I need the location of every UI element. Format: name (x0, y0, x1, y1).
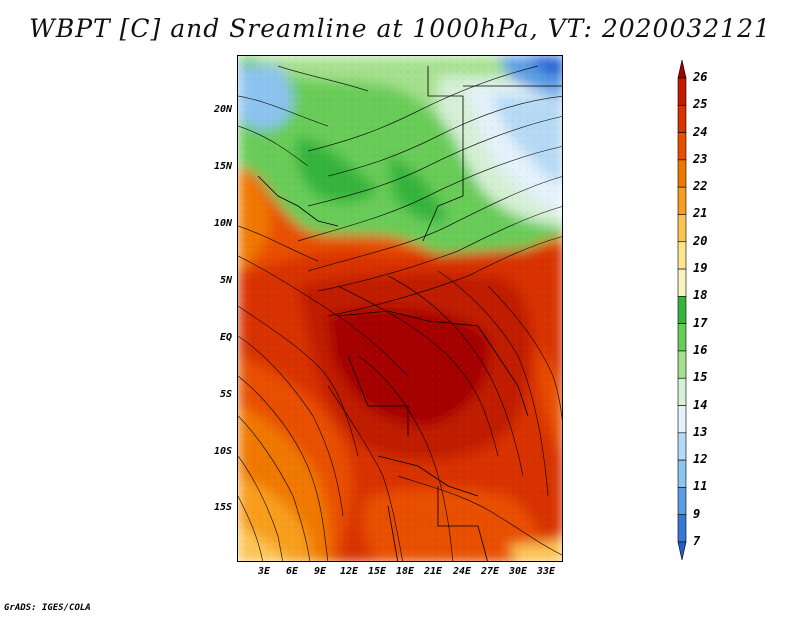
country-borders (257, 66, 562, 561)
lon-label-24e: 24E (452, 566, 472, 577)
colorbar-label: 15 (693, 370, 708, 385)
colorbar-segments (677, 60, 687, 560)
colorbar-label: 20 (693, 233, 708, 248)
colorbar-label: 24 (693, 124, 708, 139)
wbpt-field (238, 56, 562, 561)
lon-label-6e: 6E (285, 566, 299, 577)
colorbar-label: 18 (693, 288, 708, 303)
lon-label-12e: 12E (339, 566, 359, 577)
colorbar (677, 60, 687, 560)
map-plot-area (237, 55, 563, 562)
colorbar-segment (677, 77, 687, 106)
colorbar-arrow-bottom (677, 541, 687, 560)
colorbar-segment (677, 104, 687, 133)
colorbar-label: 26 (693, 70, 708, 84)
lon-label-3e: 3E (257, 566, 271, 577)
colorbar-segment (677, 296, 687, 324)
lon-label-30e: 30E (508, 566, 528, 577)
lat-label-15n: 15N (213, 161, 232, 172)
lat-label-20n: 20N (213, 104, 232, 115)
lat-label-15s: 15S (213, 502, 232, 513)
colorbar-label: 23 (693, 151, 708, 166)
colorbar-label: 14 (693, 397, 708, 412)
colorbar-segment (677, 432, 687, 461)
colorbar-arrow-top (677, 60, 687, 79)
colorbar-segment (677, 350, 687, 379)
grads-credit: GrADS: IGES/COLA (4, 603, 91, 613)
colorbar-segment (677, 132, 687, 161)
streamlines (238, 65, 562, 561)
colorbar-segment (677, 241, 687, 270)
colorbar-segment (677, 377, 687, 406)
map-title: WBPT [C] and Sreamline at 1000hPa, VT: 2… (29, 14, 771, 43)
colorbar-segment (677, 268, 687, 297)
colorbar-label: 9 (693, 506, 701, 521)
lat-label-10n: 10N (213, 218, 232, 229)
colorbar-segment (677, 214, 687, 243)
lon-label-15e: 15E (367, 566, 387, 577)
colorbar-segment (677, 459, 687, 488)
colorbar-label: 21 (693, 206, 708, 221)
colorbar-label: 7 (693, 534, 701, 548)
colorbar-label: 16 (693, 342, 708, 357)
colorbar-segment (677, 159, 687, 188)
lon-label-9e: 9E (313, 566, 327, 577)
lat-label-10s: 10S (213, 446, 232, 457)
colorbar-label: 13 (693, 424, 708, 439)
colorbar-label: 19 (693, 261, 708, 276)
lat-label-eq: EQ (219, 332, 232, 343)
colorbar-segment (677, 186, 687, 215)
lat-label-5s: 5S (219, 389, 232, 400)
colorbar-label: 12 (693, 452, 708, 467)
colorbar-segment (677, 323, 687, 352)
colorbar-label: 22 (693, 179, 708, 194)
lon-label-18e: 18E (395, 566, 415, 577)
lon-label-33e: 33E (536, 566, 556, 577)
lon-label-27e: 27E (480, 566, 500, 577)
colorbar-segment (677, 405, 687, 434)
colorbar-label: 25 (693, 97, 708, 112)
lat-label-5n: 5N (219, 275, 232, 286)
lon-label-21e: 21E (423, 566, 443, 577)
colorbar-label: 17 (693, 315, 708, 330)
colorbar-label: 11 (693, 479, 708, 494)
colorbar-segment (677, 487, 687, 516)
colorbar-segment (677, 514, 687, 543)
